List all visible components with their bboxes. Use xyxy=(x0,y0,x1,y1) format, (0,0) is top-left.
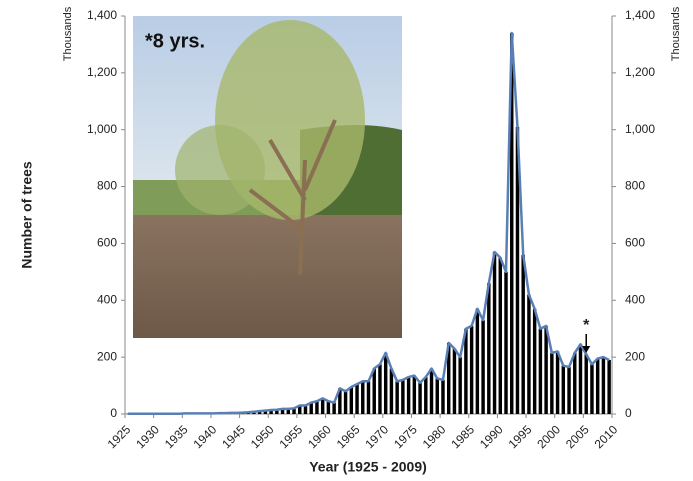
bar xyxy=(499,258,502,414)
bar xyxy=(436,378,439,414)
bar xyxy=(418,383,421,414)
bar xyxy=(550,353,553,414)
x-tick-label: 1940 xyxy=(191,422,220,451)
inset-label: *8 yrs. xyxy=(145,30,205,52)
x-tick-label: 1930 xyxy=(133,422,162,451)
bar xyxy=(458,357,461,414)
bar xyxy=(487,283,490,414)
bar xyxy=(562,366,565,414)
y2-tick-label: 1,400 xyxy=(625,8,655,22)
y2-tick-label: 0 xyxy=(625,406,632,420)
bar xyxy=(413,376,416,414)
bar xyxy=(453,349,456,414)
bar xyxy=(476,309,479,414)
y2-unit: Thousands xyxy=(670,6,682,61)
bar xyxy=(430,369,433,414)
bar xyxy=(395,381,398,414)
x-axis-label: Year (1925 - 2009) xyxy=(309,459,427,475)
y-tick-label: 1,000 xyxy=(87,122,117,136)
bar xyxy=(464,329,467,414)
bar xyxy=(521,255,524,414)
y2-tick-label: 400 xyxy=(625,292,645,306)
bar xyxy=(539,329,542,414)
y-tick-label: 1,200 xyxy=(87,65,117,79)
x-tick-label: 1925 xyxy=(105,422,134,451)
y-axis-label: Number of trees xyxy=(19,161,35,269)
x-tick-label: 1960 xyxy=(305,422,334,451)
x-tick-label: 1970 xyxy=(362,422,391,451)
bar xyxy=(590,364,593,414)
bar xyxy=(361,381,364,414)
bar xyxy=(315,401,318,414)
bar xyxy=(424,377,427,414)
bar xyxy=(493,252,496,414)
x-tick-label: 1990 xyxy=(477,422,506,451)
y2-tick-label: 200 xyxy=(625,349,645,363)
bar xyxy=(321,398,324,414)
bar xyxy=(533,309,536,414)
y2-tick-label: 1,200 xyxy=(625,65,655,79)
bar xyxy=(441,380,444,414)
x-tick-label: 1935 xyxy=(162,422,191,451)
bar xyxy=(584,354,587,414)
y-unit: Thousands xyxy=(62,6,74,61)
x-tick-label: 2010 xyxy=(592,422,621,451)
y2-tick-label: 600 xyxy=(625,236,645,250)
bar xyxy=(327,401,330,414)
x-tick-label: 1985 xyxy=(448,422,477,451)
photo-inset xyxy=(133,16,402,338)
y-tick-label: 600 xyxy=(97,236,117,250)
bar xyxy=(355,384,358,414)
x-tick-label: 1950 xyxy=(248,422,277,451)
y-tick-label: 0 xyxy=(110,406,117,420)
x-tick-label: 1975 xyxy=(391,422,420,451)
x-tick-label: 1955 xyxy=(276,422,305,451)
bar xyxy=(579,344,582,414)
bar xyxy=(401,380,404,414)
x-tick-label: 2000 xyxy=(534,422,563,451)
chart: *8 yrs. Number of trees Thousands Thousa… xyxy=(0,0,693,481)
y-tick-label: 1,400 xyxy=(87,8,117,22)
x-tick-label: 1980 xyxy=(420,422,449,451)
bar xyxy=(481,320,484,414)
x-tick-label: 1995 xyxy=(506,422,535,451)
x-tick-label: 1965 xyxy=(334,422,363,451)
bar xyxy=(544,326,547,414)
bar xyxy=(373,369,376,414)
bar xyxy=(378,364,381,414)
bar xyxy=(350,387,353,414)
bar xyxy=(567,367,570,414)
y2-tick-label: 800 xyxy=(625,179,645,193)
bar xyxy=(602,357,605,414)
bar xyxy=(344,391,347,414)
y-tick-label: 800 xyxy=(97,179,117,193)
y-tick-label: 200 xyxy=(97,349,117,363)
annotation: * xyxy=(583,317,590,334)
bar xyxy=(470,326,473,414)
bar xyxy=(527,295,530,414)
y-tick-label: 400 xyxy=(97,292,117,306)
x-tick-label: 1945 xyxy=(219,422,248,451)
bar xyxy=(390,369,393,414)
bar xyxy=(573,353,576,414)
bar xyxy=(367,381,370,414)
bar xyxy=(556,351,559,414)
bar xyxy=(407,377,410,414)
x-tick-label: 2005 xyxy=(563,422,592,451)
bar xyxy=(607,360,610,414)
bar xyxy=(332,403,335,414)
bar xyxy=(504,272,507,414)
bar xyxy=(384,353,387,414)
y2-tick-label: 1,000 xyxy=(625,122,655,136)
bar xyxy=(596,359,599,414)
bar xyxy=(304,405,307,414)
